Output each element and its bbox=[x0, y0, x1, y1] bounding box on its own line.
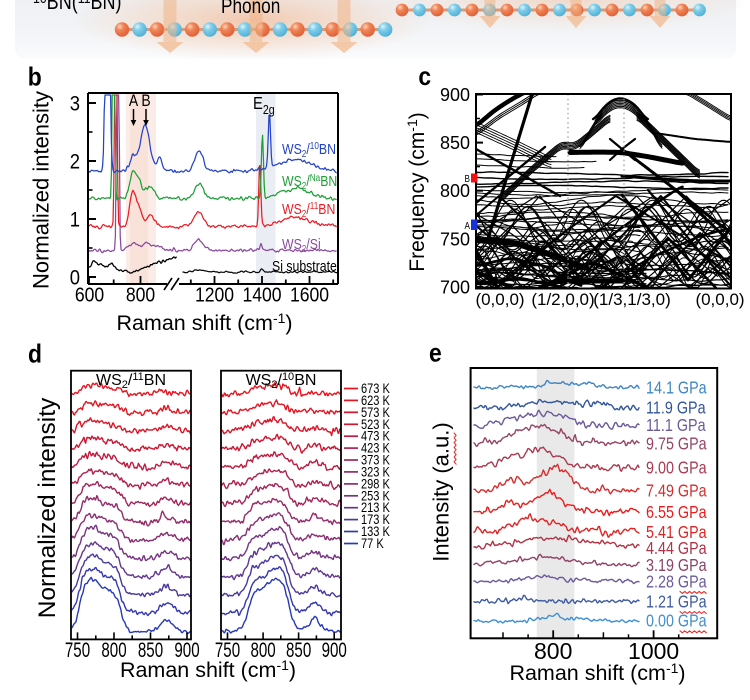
svg-text:173 K: 173 K bbox=[361, 512, 391, 527]
svg-text:Frequency (cm-1): Frequency (cm-1) bbox=[404, 112, 429, 272]
svg-text:Si substrate: Si substrate bbox=[272, 258, 337, 274]
svg-text:B: B bbox=[141, 92, 150, 111]
svg-text:1200: 1200 bbox=[195, 283, 234, 305]
svg-text:WS2/10BN: WS2/10BN bbox=[246, 371, 317, 391]
svg-text:6.55 GPa: 6.55 GPa bbox=[646, 504, 707, 523]
svg-text:253 K: 253 K bbox=[361, 488, 391, 503]
svg-text:2: 2 bbox=[70, 150, 80, 173]
svg-text:WS2/NaBN: WS2/NaBN bbox=[282, 172, 337, 191]
svg-text:0.00 GPa: 0.00 GPa bbox=[646, 612, 707, 631]
svg-text:14.1 GPa: 14.1 GPa bbox=[646, 379, 707, 398]
svg-text:473 K: 473 K bbox=[361, 429, 391, 444]
svg-text:Normalized intensity: Normalized intensity bbox=[28, 91, 53, 289]
svg-text:b: b bbox=[28, 63, 42, 92]
svg-text:WS2/11BN: WS2/11BN bbox=[96, 371, 166, 391]
svg-text:573 K: 573 K bbox=[361, 405, 391, 420]
svg-text:323 K: 323 K bbox=[361, 464, 391, 479]
svg-text:11.1 GPa: 11.1 GPa bbox=[646, 417, 706, 436]
svg-text:e: e bbox=[429, 339, 442, 368]
svg-text:1600: 1600 bbox=[290, 283, 329, 305]
svg-text:9.75 GPa: 9.75 GPa bbox=[646, 435, 707, 454]
svg-text:623 K: 623 K bbox=[361, 393, 391, 408]
svg-text:750: 750 bbox=[440, 229, 470, 249]
svg-text:800: 800 bbox=[534, 638, 572, 664]
svg-text:850: 850 bbox=[286, 637, 311, 661]
svg-text:5.41 GPa: 5.41 GPa bbox=[646, 524, 707, 543]
svg-text:133 K: 133 K bbox=[361, 524, 391, 539]
svg-text:800: 800 bbox=[101, 637, 126, 661]
svg-text:B: B bbox=[465, 173, 470, 184]
svg-text:A: A bbox=[129, 92, 139, 111]
svg-text:(0,0,0): (0,0,0) bbox=[695, 290, 744, 309]
svg-text:3: 3 bbox=[70, 92, 80, 115]
svg-text:850: 850 bbox=[138, 637, 163, 661]
svg-text:11.9 GPa: 11.9 GPa bbox=[646, 399, 706, 418]
svg-text:WS2/10BN: WS2/10BN bbox=[282, 140, 336, 159]
svg-text:700: 700 bbox=[440, 277, 470, 297]
svg-text:(1/2,0,0): (1/2,0,0) bbox=[531, 290, 594, 309]
svg-text:A: A bbox=[465, 220, 471, 231]
svg-text:Raman shift (cm-1): Raman shift (cm-1) bbox=[116, 310, 292, 335]
svg-text:1.21 GPa: 1.21 GPa bbox=[646, 593, 707, 612]
svg-text:c: c bbox=[418, 63, 431, 92]
svg-text:800: 800 bbox=[440, 181, 470, 201]
svg-text:77 K: 77 K bbox=[361, 536, 384, 551]
svg-text:900: 900 bbox=[440, 85, 470, 105]
svg-text:0: 0 bbox=[70, 266, 80, 289]
svg-text:3.19 GPa: 3.19 GPa bbox=[646, 557, 707, 576]
svg-text:Raman shift (cm-1): Raman shift (cm-1) bbox=[120, 657, 296, 682]
svg-text:1000: 1000 bbox=[628, 638, 679, 664]
svg-text:673 K: 673 K bbox=[361, 381, 391, 396]
svg-text:298 K: 298 K bbox=[361, 476, 391, 491]
svg-text:1400: 1400 bbox=[242, 283, 281, 305]
svg-text:600: 600 bbox=[75, 283, 104, 305]
svg-text:10BN(11BN): 10BN(11BN) bbox=[33, 0, 122, 14]
svg-text:800: 800 bbox=[250, 637, 275, 661]
svg-text:WS2/11BN: WS2/11BN bbox=[282, 200, 335, 219]
svg-text:750: 750 bbox=[65, 637, 90, 661]
svg-text:213 K: 213 K bbox=[361, 500, 391, 515]
svg-text:Phonon: Phonon bbox=[221, 0, 280, 18]
svg-text:850: 850 bbox=[440, 133, 470, 153]
svg-text:Raman shift (cm-1): Raman shift (cm-1) bbox=[509, 660, 685, 685]
svg-text:Intensity (a.u.): Intensity (a.u.) bbox=[428, 422, 453, 561]
svg-text:(1/3,1/3,0): (1/3,1/3,0) bbox=[593, 290, 671, 309]
svg-text:900: 900 bbox=[322, 637, 347, 661]
svg-text:423 K: 423 K bbox=[361, 441, 391, 456]
svg-text:750: 750 bbox=[215, 637, 240, 661]
svg-text:800: 800 bbox=[126, 283, 155, 305]
svg-text:7.49 GPa: 7.49 GPa bbox=[646, 482, 707, 501]
svg-text:9.00 GPa: 9.00 GPa bbox=[646, 459, 707, 478]
svg-text:WS2/Si: WS2/Si bbox=[282, 236, 321, 254]
svg-text:2.28 GPa: 2.28 GPa bbox=[646, 573, 707, 592]
svg-text:d: d bbox=[28, 340, 42, 369]
svg-text:1: 1 bbox=[70, 208, 80, 231]
svg-text:373 K: 373 K bbox=[361, 452, 391, 467]
svg-text:523 K: 523 K bbox=[361, 417, 391, 432]
svg-text:Normalized intensity: Normalized intensity bbox=[34, 397, 61, 618]
svg-text:4.44 GPa: 4.44 GPa bbox=[646, 540, 707, 559]
svg-text:900: 900 bbox=[174, 637, 199, 661]
svg-text:(0,0,0): (0,0,0) bbox=[475, 290, 524, 309]
